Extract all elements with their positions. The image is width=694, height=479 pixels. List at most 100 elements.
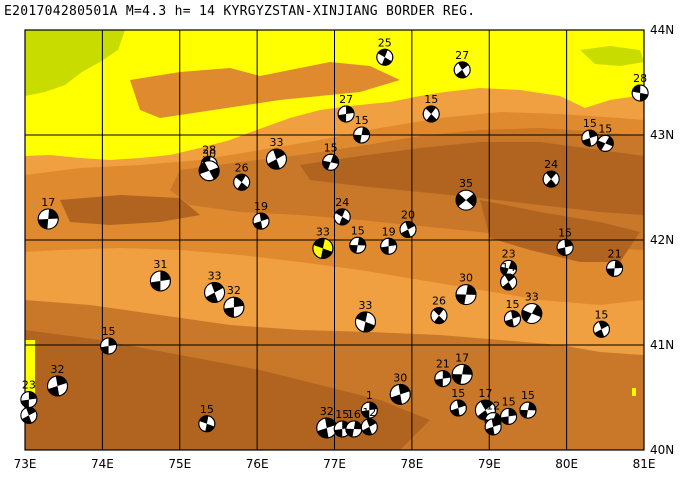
beachball-quadrant: [361, 127, 370, 136]
beachball-quadrant: [527, 402, 536, 411]
focal-mechanism: 15: [592, 308, 610, 338]
focal-mechanism: 1: [360, 389, 378, 419]
depth-label: 31: [153, 258, 167, 271]
depth-label: 15: [355, 114, 369, 127]
beachball-quadrant: [504, 274, 515, 282]
depth-label: 15: [102, 325, 116, 338]
beachball-quadrant: [519, 409, 528, 418]
depth-label: 15: [351, 224, 365, 237]
focal-mechanism: 33: [354, 299, 376, 333]
depth-label: 15: [558, 226, 572, 239]
beachball-quadrant: [605, 136, 614, 147]
beachball-outline: [521, 303, 543, 324]
focal-mechanism: 15: [556, 226, 574, 256]
focal-mechanism: 23: [500, 247, 518, 277]
beachball-outline: [380, 237, 398, 255]
beachball-outline: [149, 270, 171, 292]
beachball-outline: [500, 407, 518, 425]
beachball-quadrant: [426, 114, 437, 122]
beachball-quadrant: [511, 310, 521, 319]
focal-mechanism: 33: [521, 291, 543, 324]
depth-label: 26: [235, 161, 249, 174]
beachball-outline: [503, 310, 521, 328]
focal-mechanism: 15: [503, 298, 521, 328]
beachball-outline: [376, 48, 394, 66]
focal-mechanism: 15: [422, 93, 440, 123]
focal-mechanism: 31: [149, 258, 171, 292]
depth-label: 23: [502, 247, 516, 260]
map-frame: [24, 29, 645, 451]
latitude-tick-label: 41N: [650, 338, 674, 352]
beachball-outline: [484, 418, 502, 436]
focal-mechanism: 26: [430, 295, 448, 325]
depth-label: 15: [200, 403, 214, 416]
beachball-outline: [100, 337, 118, 355]
depth-label: 33: [358, 299, 372, 312]
depth-label: 21: [608, 247, 622, 260]
focal-mechanism: 15: [198, 403, 216, 433]
depth-label: 15: [451, 387, 465, 400]
beachball-quadrant: [335, 208, 346, 217]
beachball-quadrant: [353, 134, 362, 143]
depth-label: 12: [486, 400, 500, 413]
depth-label: 15: [424, 93, 438, 106]
beachball-quadrant: [456, 399, 466, 408]
focal-mechanism: 12: [360, 406, 378, 436]
depth-label: 32: [50, 363, 64, 376]
beachball-outline: [198, 160, 220, 182]
steppe-patch: [580, 46, 644, 66]
beachball-quadrant: [381, 57, 392, 66]
focal-mechanism: [20, 406, 38, 424]
longitude-tick-label: 76E: [246, 457, 269, 471]
beachball-quadrant: [485, 426, 495, 435]
beachball-outline: [434, 370, 452, 388]
beachball-quadrant: [433, 307, 444, 316]
longitude-tick-label: 79E: [478, 457, 501, 471]
depth-label: 15: [598, 122, 612, 135]
beachball-outline: [592, 320, 610, 338]
focal-mechanism: 19: [252, 200, 270, 230]
beachball-outline: [312, 237, 334, 259]
longitude-tick-label: 77E: [323, 457, 346, 471]
beachball-quadrant: [508, 408, 517, 417]
focal-mechanism: 21: [606, 247, 624, 277]
beachball-quadrant: [491, 418, 501, 427]
beachball-quadrant: [434, 378, 443, 387]
beachball-quadrant: [462, 364, 473, 375]
lowland-spot: [25, 340, 35, 395]
depth-label: 15: [505, 298, 519, 311]
focal-mechanism: 24: [333, 196, 351, 226]
depth-label: 24: [335, 196, 349, 209]
focal-mechanism: 16: [345, 408, 363, 438]
depth-label: 23: [22, 379, 36, 392]
beachball-outline: [20, 406, 38, 424]
beachball-outline: [606, 259, 624, 277]
beachball-quadrant: [209, 167, 220, 180]
latitude-tick-label: 44N: [650, 23, 674, 37]
beachball-outline: [252, 212, 270, 230]
beachball-quadrant: [564, 239, 573, 248]
beachball-quadrant: [28, 391, 37, 400]
beachball-quadrant: [388, 238, 397, 247]
beachball-quadrant: [108, 338, 117, 347]
beachball-quadrant: [521, 309, 532, 323]
focal-mechanism: 15: [353, 114, 371, 144]
depth-label: 14: [502, 261, 516, 274]
depth-label: 17: [478, 387, 492, 400]
focal-mechanism: 30: [198, 148, 220, 182]
beachball-quadrant: [211, 282, 224, 293]
depth-label: 19: [254, 200, 268, 213]
beachball-quadrant: [338, 114, 347, 122]
focal-mechanism: 32: [46, 363, 68, 397]
high-ridge: [480, 200, 640, 262]
beachball-outline: [353, 126, 371, 144]
beachball-outline: [349, 236, 367, 254]
depth-label: 15: [324, 141, 338, 154]
beachball-quadrant: [606, 268, 615, 277]
beachball-quadrant: [150, 280, 161, 291]
beachball-outline: [223, 296, 245, 318]
beachball-quadrant: [466, 284, 477, 295]
beachball-quadrant: [582, 138, 592, 147]
focal-mechanism: 15: [519, 389, 537, 419]
beachball-outline: [542, 170, 560, 188]
